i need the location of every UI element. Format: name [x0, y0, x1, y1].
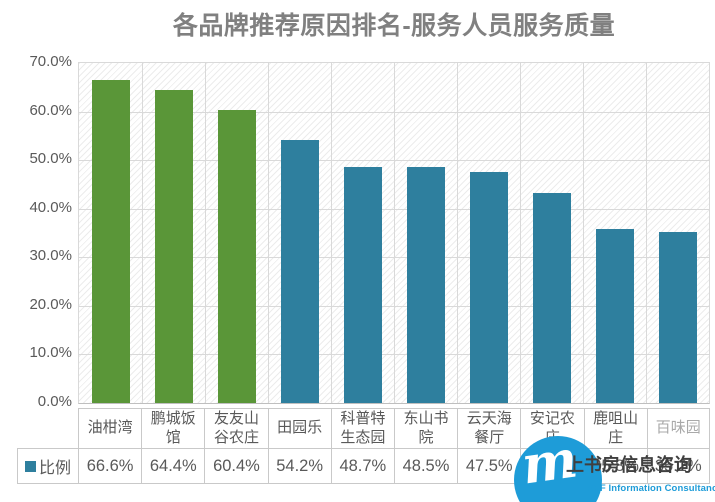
value-cell: 66.6%: [78, 448, 142, 484]
category-label: 科普特 生态园: [330, 408, 394, 448]
v-gridline: [583, 63, 584, 403]
value-cell: 54.2%: [267, 448, 331, 484]
y-tick-label: 40.0%: [29, 198, 72, 216]
v-gridline: [205, 63, 206, 403]
bar-1: [155, 90, 193, 403]
v-gridline: [457, 63, 458, 403]
legend-cell: 比例: [17, 448, 78, 484]
v-gridline: [394, 63, 395, 403]
bar-6: [470, 172, 508, 403]
y-tick-label: 0.0%: [37, 393, 72, 410]
watermark-company-name-en: SSF Information Consultancy: [587, 483, 715, 494]
bar-3: [281, 139, 319, 403]
table-corner-spacer: [17, 408, 78, 448]
bar-5: [407, 167, 445, 403]
legend-label: 比例: [38, 460, 71, 477]
y-axis: 70.0% 60.0% 50.0% 40.0% 30.0% 20.0% 10.0% 0.0%: [0, 53, 72, 410]
category-label: 鹿咀山 庄: [583, 408, 647, 448]
y-tick-label: 10.0%: [29, 344, 72, 362]
y-tick-label: 60.0%: [29, 101, 72, 119]
value-cell: 60.4%: [204, 448, 268, 484]
category-label: 田园乐: [267, 408, 331, 448]
y-tick-label: 20.0%: [29, 295, 72, 313]
value-cell: 64.4%: [141, 448, 205, 484]
category-label: 云天海 餐厅: [457, 408, 521, 448]
v-gridline: [646, 63, 647, 403]
y-tick-label: 50.0%: [29, 150, 72, 168]
chart-title: 各品牌推荐原因排名-服务人员服务质量: [172, 12, 616, 40]
watermark-logo: m: [514, 436, 602, 502]
bar-0: [92, 79, 130, 403]
bar-8: [596, 229, 634, 403]
category-label: 百味园: [646, 408, 710, 448]
category-label: 油柑湾: [78, 408, 142, 448]
v-gridline: [268, 63, 269, 403]
category-label: 鹏城饭 馆: [141, 408, 205, 448]
value-cell: 47.5%: [457, 448, 521, 484]
bar-9: [659, 232, 697, 403]
v-gridline: [142, 63, 143, 403]
bar-4: [344, 166, 382, 403]
y-tick-label: 30.0%: [29, 247, 72, 265]
legend-swatch-icon: [24, 460, 36, 472]
y-tick-label: 70.0%: [29, 53, 72, 70]
data-table: 油柑湾 鹏城饭 馆友友山 谷农庄 田园乐 科普特 生态园 东山书 院云天海 餐厅 安记农 …: [17, 408, 710, 484]
v-gridline: [520, 63, 521, 403]
plot-area: [78, 62, 710, 404]
category-label: 友友山 谷农庄: [204, 408, 268, 448]
bar-7: [533, 192, 571, 403]
v-gridline: [331, 63, 332, 403]
bar-2: [218, 109, 256, 403]
value-cell: 35.2%: [646, 448, 710, 484]
value-cell: 48.7%: [330, 448, 394, 484]
watermark-company-name-cn: 上书房信息咨询: [566, 455, 692, 475]
category-label: 东山书 院: [393, 408, 458, 448]
value-cell: 48.5%: [393, 448, 458, 484]
